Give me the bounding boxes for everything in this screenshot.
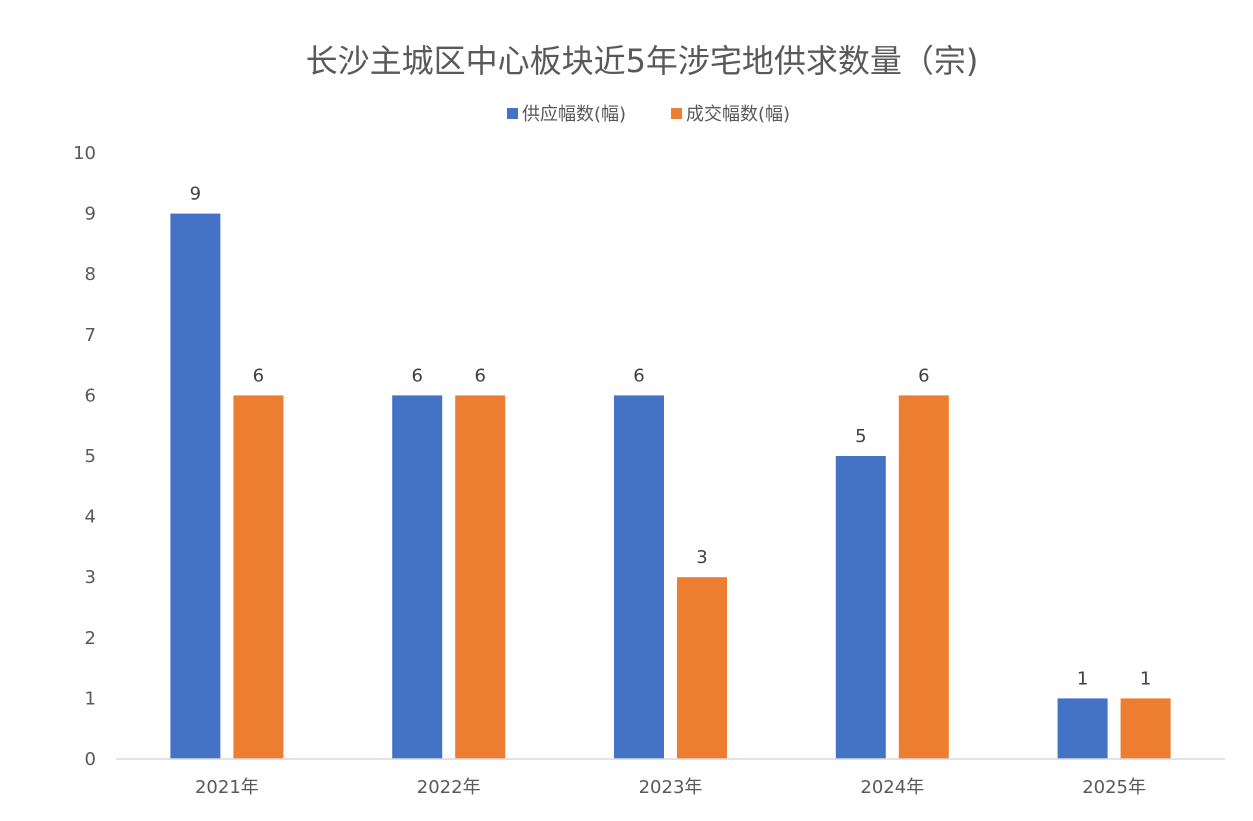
legend-swatch-supply: [507, 108, 518, 119]
bar-deal: [455, 395, 506, 759]
x-tick-label: 2021年: [195, 777, 259, 798]
y-tick-label: 7: [85, 325, 96, 346]
y-tick-label: 4: [85, 507, 96, 528]
bar-deal: [898, 395, 949, 759]
legend-swatch-deal: [671, 108, 682, 119]
y-tick-label: 3: [85, 567, 96, 588]
bars: [170, 213, 1171, 760]
y-tick-label: 2: [85, 628, 96, 649]
x-axis: 2021年 2022年 2023年 2024年 2025年: [116, 758, 1225, 798]
data-label: 6: [411, 365, 422, 386]
bar-deal: [1120, 698, 1171, 759]
data-labels: 9 6 6 6 6 3 5 6 1 1: [190, 184, 1152, 690]
legend-label-supply: 供应幅数(幅): [522, 104, 626, 125]
legend: 供应幅数(幅) 成交幅数(幅): [507, 104, 790, 125]
chart-title: 长沙主城区中心板块近5年涉宅地供求数量（宗): [306, 42, 979, 80]
y-axis-ticks: 0 1 2 3 4 5 6 7 8 9 10: [73, 143, 96, 770]
x-tick-label: 2024年: [860, 777, 924, 798]
data-label: 6: [918, 365, 929, 386]
y-tick-label: 9: [85, 204, 96, 225]
data-label: 6: [474, 365, 485, 386]
y-tick-label: 1: [85, 688, 96, 709]
data-label: 6: [633, 365, 644, 386]
bar-supply: [1057, 698, 1108, 759]
bar-deal: [677, 577, 727, 759]
y-tick-label: 10: [73, 143, 96, 164]
data-label: 1: [1077, 668, 1088, 689]
bar-supply: [614, 395, 664, 759]
y-tick-label: 6: [85, 385, 96, 406]
x-tick-label: 2023年: [639, 777, 703, 798]
y-tick-label: 8: [85, 264, 96, 285]
x-tick-label: 2022年: [417, 777, 481, 798]
data-label: 9: [190, 184, 201, 205]
data-label: 6: [253, 365, 264, 386]
y-tick-label: 0: [85, 749, 96, 770]
bar-deal: [233, 395, 284, 759]
data-label: 3: [696, 547, 707, 568]
data-label: 5: [855, 426, 866, 447]
data-label: 1: [1140, 668, 1151, 689]
bar-supply: [170, 213, 221, 760]
bar-supply: [835, 456, 886, 759]
legend-label-deal: 成交幅数(幅): [686, 104, 790, 125]
x-tick-label: 2025年: [1082, 777, 1146, 798]
y-tick-label: 5: [85, 446, 96, 467]
bar-supply: [392, 395, 443, 759]
